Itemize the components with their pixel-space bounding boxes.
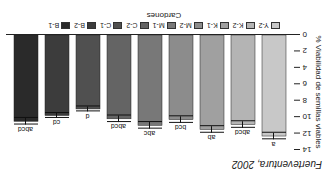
svg-text:cd: cd bbox=[53, 119, 61, 126]
html-text:M-2: M-2 bbox=[179, 22, 192, 29]
svg-text:abcd: abcd bbox=[111, 123, 126, 130]
svg-text:0: 0 bbox=[302, 31, 307, 39]
html-text:M-1: M-1 bbox=[152, 22, 165, 29]
html-text:K-2: K-2 bbox=[232, 22, 244, 29]
svg-text:abc: abc bbox=[143, 130, 155, 137]
html-text:Cardones: Cardones bbox=[146, 11, 182, 20]
svg-text:ab: ab bbox=[208, 134, 216, 141]
svg-text:bcd: bcd bbox=[175, 124, 186, 131]
html-text:Fuerteventura, 2002: Fuerteventura, 2002 bbox=[231, 159, 322, 170]
svg-text:% Viabilidad de semillas viabl: % Viabilidad de semillas viables bbox=[314, 35, 323, 148]
svg-text:14: 14 bbox=[302, 145, 311, 154]
html-text:K-1: K-1 bbox=[206, 22, 218, 29]
svg-text:4: 4 bbox=[302, 63, 307, 72]
svg-text:d: d bbox=[85, 113, 89, 120]
html-text:B-2: B-2 bbox=[74, 22, 85, 29]
svg-text:a: a bbox=[271, 141, 275, 148]
html-text:B-1: B-1 bbox=[48, 22, 60, 29]
html-text:Y-2: Y-2 bbox=[258, 22, 269, 29]
svg-text:8: 8 bbox=[302, 96, 307, 105]
svg-text:2: 2 bbox=[302, 46, 307, 55]
svg-text:10: 10 bbox=[302, 112, 311, 121]
svg-text:12: 12 bbox=[302, 129, 311, 138]
html-text:C-1: C-1 bbox=[100, 22, 112, 29]
svg-text:6: 6 bbox=[302, 79, 307, 88]
html-text:C-2: C-2 bbox=[126, 22, 138, 29]
svg-text:abcd: abcd bbox=[235, 129, 250, 136]
svg-text:abcd: abcd bbox=[18, 126, 33, 133]
